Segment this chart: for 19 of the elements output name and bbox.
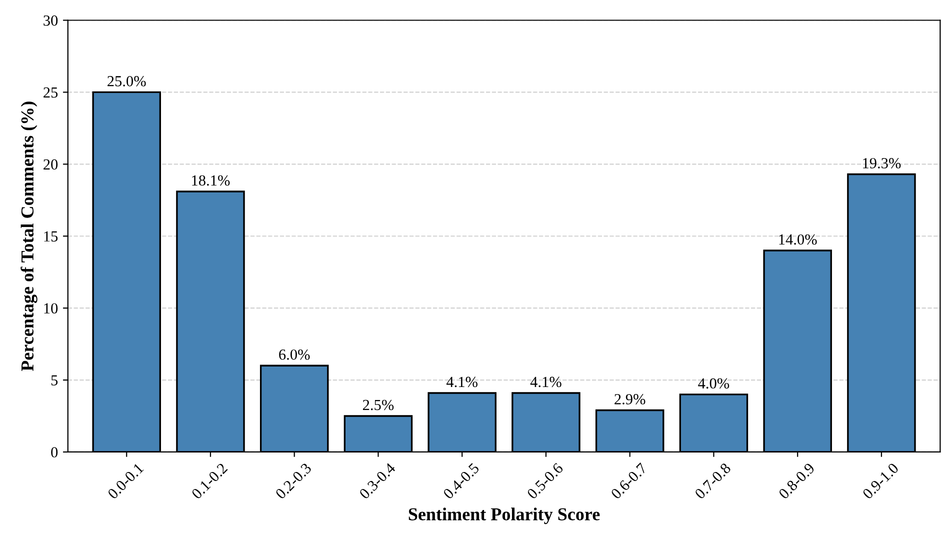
y-tick-label: 20 <box>44 159 58 170</box>
data-label: 18.1% <box>192 175 230 186</box>
y-axis-title: Percentage of Total Comments (%) <box>20 102 38 372</box>
x-axis-title: Sentiment Polarity Score <box>408 508 600 524</box>
y-tick-label: 30 <box>44 15 58 26</box>
y-tick-label: 0 <box>51 447 58 458</box>
y-tick-label: 25 <box>44 87 58 98</box>
data-label: 2.5% <box>362 400 394 410</box>
data-label: 25.0% <box>108 76 146 86</box>
data-label: 4.0% <box>698 378 730 389</box>
data-label: 2.9% <box>614 394 646 404</box>
y-tick-label: 15 <box>44 231 58 242</box>
y-tick-label: 5 <box>51 375 58 386</box>
y-tick-label: 10 <box>44 303 58 314</box>
data-label: 4.1% <box>530 376 562 388</box>
data-label: 4.1% <box>446 376 478 388</box>
data-label: 6.0% <box>279 349 310 360</box>
data-label: 14.0% <box>779 234 817 245</box>
data-label: 19.3% <box>863 158 901 168</box>
